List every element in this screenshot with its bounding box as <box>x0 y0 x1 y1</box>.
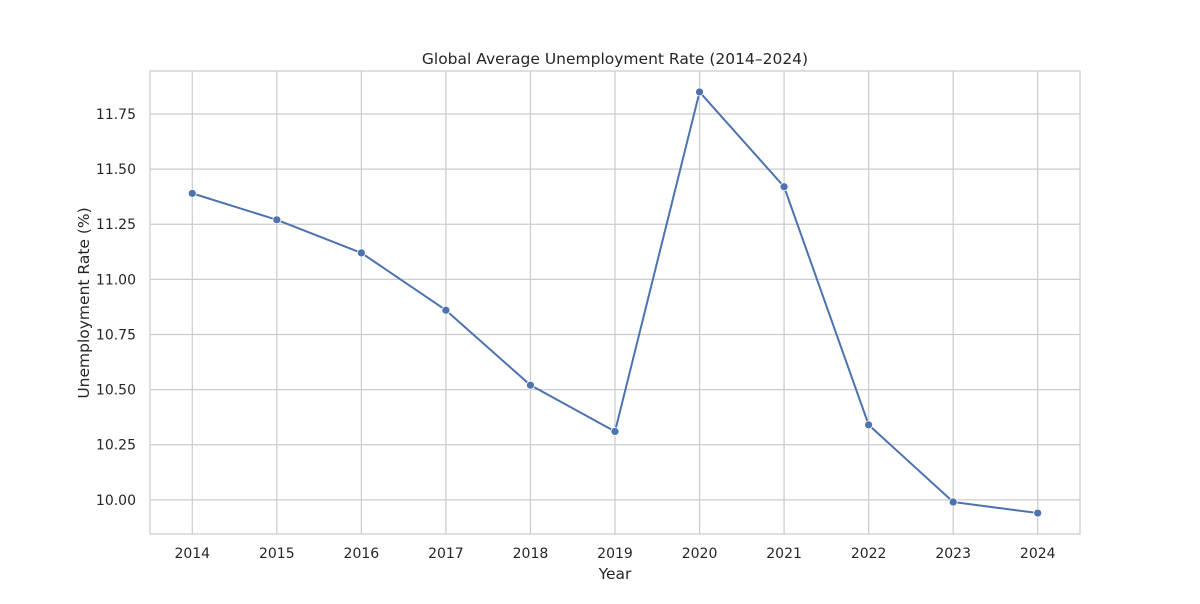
x-axis-label: Year <box>598 565 632 583</box>
y-tick-label: 10.25 <box>96 438 136 454</box>
x-tick-label: 2014 <box>174 546 210 562</box>
x-tick-label: 2016 <box>344 546 380 562</box>
x-tick-label: 2024 <box>1020 546 1056 562</box>
x-tick-label: 2015 <box>259 546 295 562</box>
series-layer <box>187 87 1043 518</box>
y-tick-label: 10.75 <box>96 327 136 343</box>
grid-lines <box>150 71 1080 534</box>
data-point <box>272 215 282 225</box>
x-tick-label: 2022 <box>851 546 887 562</box>
data-point <box>1033 508 1043 518</box>
y-tick-label: 11.50 <box>96 162 136 178</box>
data-point <box>187 188 197 198</box>
y-tick-label: 10.00 <box>96 493 136 509</box>
data-point <box>526 380 535 390</box>
x-tick-label: 2021 <box>766 546 802 562</box>
x-tick-label: 2017 <box>428 546 464 562</box>
y-tick-label: 11.00 <box>96 272 136 288</box>
x-tick-labels: 2014 2015 2016 2017 2018 2019 2020 2021 2022 2023… <box>174 546 1055 562</box>
data-point <box>864 420 874 430</box>
x-tick-label: 2019 <box>597 546 633 562</box>
data-point <box>695 87 704 97</box>
y-tick-label: 11.25 <box>96 217 136 233</box>
data-point <box>610 427 620 436</box>
data-point <box>441 305 451 315</box>
x-tick-label: 2018 <box>513 546 549 562</box>
y-tick-label: 10.50 <box>96 383 136 399</box>
y-tick-labels: 10.00 10.25 10.50 10.75 11.00 11.25 11.50 11.75 <box>96 107 136 509</box>
x-tick-label: 2020 <box>682 546 718 562</box>
y-tick-label: 11.75 <box>96 107 136 123</box>
data-point <box>948 497 958 507</box>
x-tick-label: 2023 <box>935 546 971 562</box>
data-point <box>779 182 789 192</box>
y-axis-label: Unemployment Rate (%) <box>75 207 93 398</box>
chart-title: Global Average Unemployment Rate (2014–2… <box>422 50 808 68</box>
data-point <box>356 248 366 258</box>
plot-frame <box>149 70 1081 535</box>
